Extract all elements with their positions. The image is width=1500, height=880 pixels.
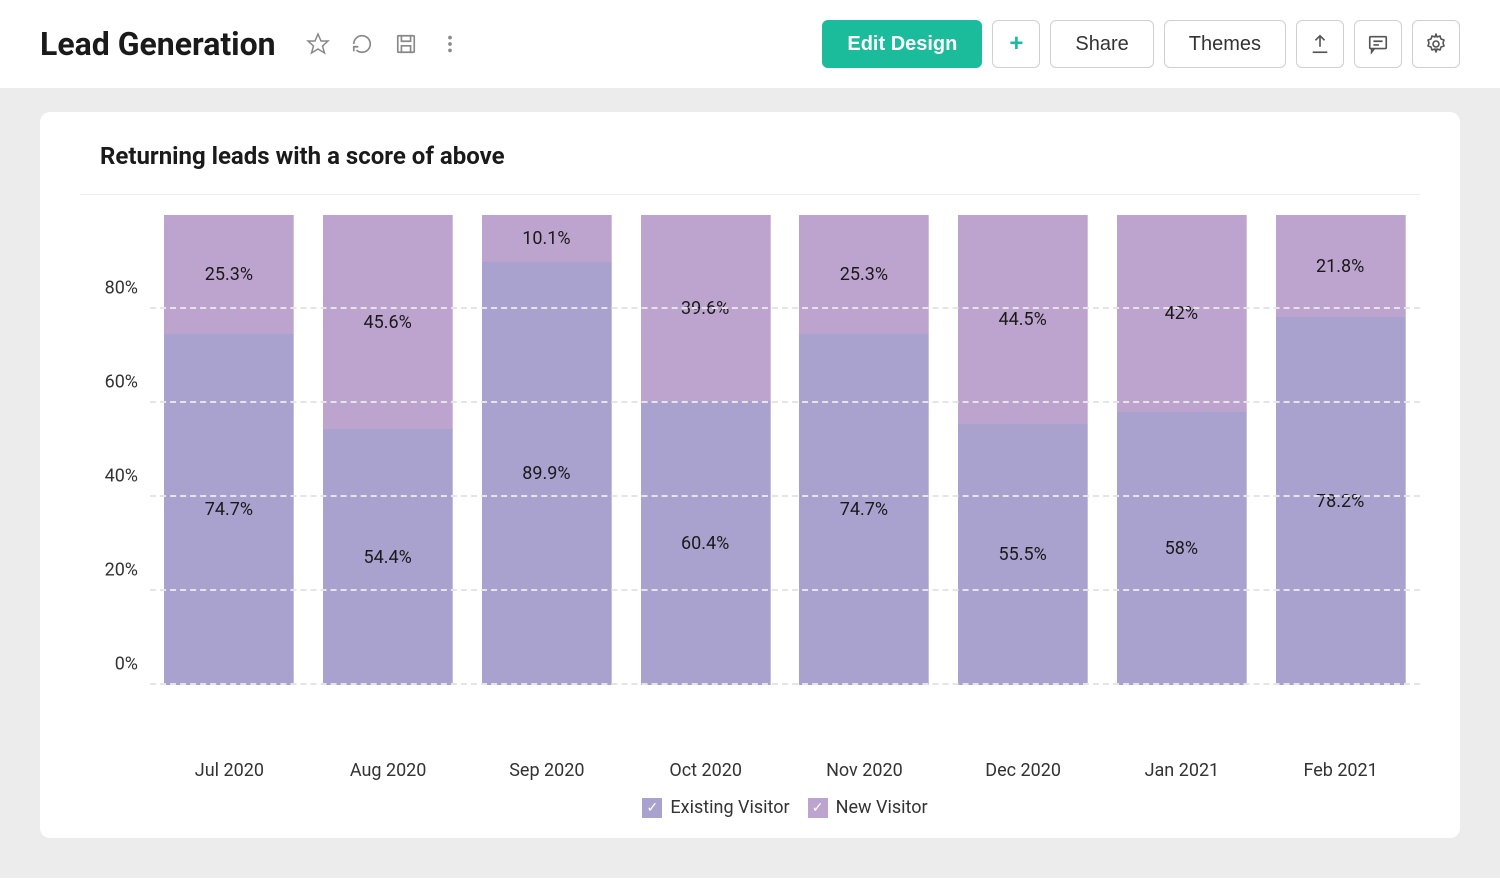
bar-segment-existing-visitor: 54.4%	[323, 429, 453, 685]
bar-segment-new-visitor: 25.3%	[799, 215, 929, 334]
bar-column[interactable]: 25.3%74.7%	[799, 215, 929, 685]
plus-icon: +	[1009, 30, 1023, 58]
header-bar: Lead Generation Edit Design + Share Them…	[0, 0, 1500, 88]
bar-column[interactable]: 42%58%	[1117, 215, 1247, 685]
x-axis-label: Oct 2020	[641, 760, 771, 781]
y-axis: 0% 20% 40% 60% 80%	[80, 215, 150, 685]
bar-segment-existing-visitor: 89.9%	[482, 262, 612, 685]
comments-button[interactable]	[1354, 20, 1402, 68]
y-axis-tick: 60%	[105, 372, 138, 393]
title-icon-group	[306, 32, 462, 56]
y-axis-tick: 0%	[115, 654, 138, 675]
grid-line	[150, 401, 1420, 403]
edit-design-button[interactable]: Edit Design	[822, 20, 982, 68]
page-title: Lead Generation	[40, 25, 276, 63]
x-axis-label: Nov 2020	[799, 760, 929, 781]
legend-swatch: ✓	[642, 798, 662, 818]
x-axis-label: Jul 2020	[164, 760, 294, 781]
bar-column[interactable]: 21.8%78.2%	[1276, 215, 1406, 685]
grid-line	[150, 307, 1420, 309]
bar-column[interactable]: 25.3%74.7%	[164, 215, 294, 685]
y-axis-tick: 40%	[105, 466, 138, 487]
settings-button[interactable]	[1412, 20, 1460, 68]
more-menu-icon[interactable]	[438, 32, 462, 56]
grid-line	[150, 683, 1420, 685]
chart-title: Returning leads with a score of above	[80, 142, 1420, 195]
bar-segment-existing-visitor: 58%	[1117, 412, 1247, 685]
legend-item[interactable]: ✓ New Visitor	[808, 797, 928, 818]
x-axis-label: Sep 2020	[482, 760, 612, 781]
bar-segment-new-visitor: 10.1%	[482, 215, 612, 262]
favorite-star-icon[interactable]	[306, 32, 330, 56]
chart-card: Returning leads with a score of above 0%…	[40, 112, 1460, 838]
comment-icon	[1367, 33, 1389, 55]
bar-segment-new-visitor: 45.6%	[323, 215, 453, 429]
x-axis-label: Dec 2020	[958, 760, 1088, 781]
x-axis-label: Aug 2020	[323, 760, 453, 781]
export-icon	[1309, 33, 1331, 55]
legend-item[interactable]: ✓ Existing Visitor	[642, 797, 789, 818]
chart-plot-area: 25.3%74.7%45.6%54.4%10.1%89.9%39.6%60.4%…	[150, 215, 1420, 685]
x-axis-label: Feb 2021	[1276, 760, 1406, 781]
bar-segment-existing-visitor: 55.5%	[958, 424, 1088, 685]
bar-segment-new-visitor: 21.8%	[1276, 215, 1406, 317]
bar-segment-existing-visitor: 74.7%	[799, 334, 929, 685]
gear-icon	[1424, 32, 1448, 56]
legend-label: Existing Visitor	[670, 797, 789, 818]
grid-line	[150, 495, 1420, 497]
share-button[interactable]: Share	[1050, 20, 1153, 68]
grid-line	[150, 589, 1420, 591]
bar-segment-existing-visitor: 78.2%	[1276, 317, 1406, 685]
bar-segment-new-visitor: 25.3%	[164, 215, 294, 334]
toolbar: Edit Design + Share Themes	[822, 20, 1460, 68]
y-axis-tick: 20%	[105, 560, 138, 581]
add-button[interactable]: +	[992, 20, 1040, 68]
themes-button[interactable]: Themes	[1164, 20, 1286, 68]
bars-container: 25.3%74.7%45.6%54.4%10.1%89.9%39.6%60.4%…	[150, 215, 1420, 685]
chart-body: 0%20%40%60%80% 25.3%74.7%45.6%54.4%10.1%…	[80, 195, 1420, 744]
content-area: Returning leads with a score of above 0%…	[0, 88, 1500, 878]
bar-segment-existing-visitor: 74.7%	[164, 334, 294, 685]
bar-segment-new-visitor: 44.5%	[958, 215, 1088, 424]
export-button[interactable]	[1296, 20, 1344, 68]
bar-segment-existing-visitor: 60.4%	[641, 401, 771, 685]
x-axis-label: Jan 2021	[1117, 760, 1247, 781]
x-axis: Jul 2020 Aug 2020 Sep 2020 Oct 2020 Nov 2020…	[80, 760, 1420, 781]
bar-column[interactable]: 10.1%89.9%	[482, 215, 612, 685]
bar-column[interactable]: 44.5%55.5%	[958, 215, 1088, 685]
legend-label: New Visitor	[836, 797, 928, 818]
legend-swatch: ✓	[808, 798, 828, 818]
bar-column[interactable]: 39.6%60.4%	[641, 215, 771, 685]
chart-legend: ✓ Existing Visitor ✓ New Visitor	[80, 797, 1420, 818]
bar-segment-new-visitor: 42%	[1117, 215, 1247, 412]
bar-column[interactable]: 45.6%54.4%	[323, 215, 453, 685]
save-icon[interactable]	[394, 32, 418, 56]
refresh-icon[interactable]	[350, 32, 374, 56]
y-axis-tick: 80%	[105, 278, 138, 299]
